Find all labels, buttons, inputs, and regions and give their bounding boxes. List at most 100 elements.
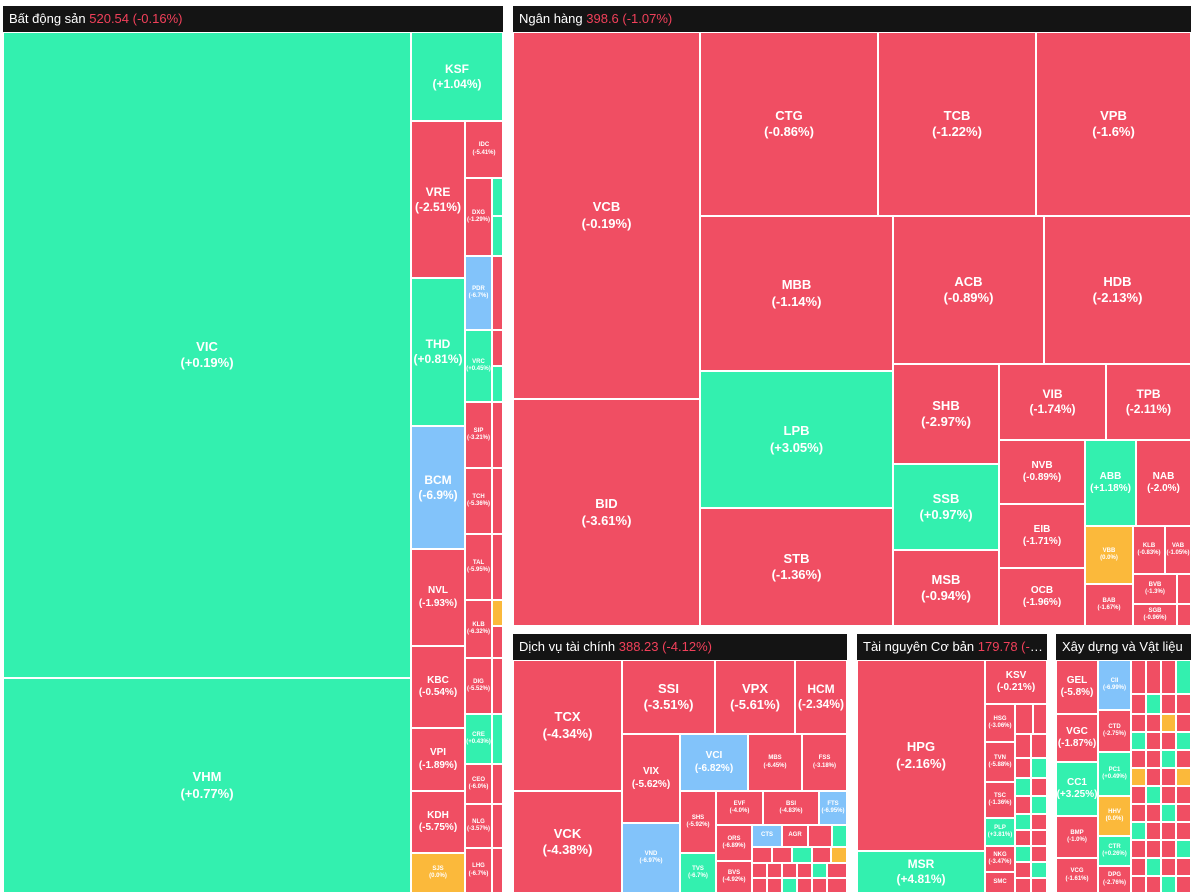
stock-tile[interactable]: VCK (-4.38%): [513, 791, 622, 893]
stock-tile[interactable]: PC1 (+0.49%): [1098, 752, 1131, 796]
stock-tile[interactable]: KSF (+1.04%): [411, 32, 503, 121]
stock-tile[interactable]: [1146, 732, 1161, 750]
stock-tile[interactable]: [782, 878, 797, 893]
stock-tile[interactable]: BID (-3.61%): [513, 399, 700, 626]
stock-tile[interactable]: BVS (-4.92%): [716, 861, 752, 893]
stock-tile[interactable]: MSR (+4.81%): [857, 851, 985, 893]
stock-tile[interactable]: [1131, 840, 1146, 858]
stock-tile[interactable]: [772, 847, 792, 863]
stock-tile[interactable]: [832, 825, 847, 847]
stock-tile[interactable]: [808, 825, 832, 847]
sector-header[interactable]: Xây dựng và Vật liệu: [1056, 634, 1191, 660]
stock-tile[interactable]: [1131, 714, 1146, 732]
stock-tile[interactable]: [1176, 660, 1191, 694]
stock-tile[interactable]: [1176, 876, 1191, 893]
sector-header[interactable]: Tài nguyên Cơ bản 179.78 (-2.15%): [857, 634, 1047, 660]
stock-tile[interactable]: [1146, 750, 1161, 768]
stock-tile[interactable]: NKG (-3.47%): [985, 846, 1015, 872]
stock-tile[interactable]: [1161, 660, 1176, 694]
stock-tile[interactable]: [1176, 694, 1191, 714]
stock-tile[interactable]: IDC (-5.41%): [465, 121, 503, 178]
stock-tile[interactable]: TAL (-5.95%): [465, 534, 492, 600]
stock-tile[interactable]: MSB (-0.94%): [893, 550, 999, 626]
stock-tile[interactable]: [1161, 858, 1176, 876]
stock-tile[interactable]: [1131, 804, 1146, 822]
stock-tile[interactable]: [492, 658, 503, 714]
stock-tile[interactable]: [1176, 840, 1191, 858]
stock-tile[interactable]: CRE (+0.43%): [465, 714, 492, 764]
stock-tile[interactable]: [812, 847, 831, 863]
stock-tile[interactable]: VPX (-5.61%): [715, 660, 795, 734]
stock-tile[interactable]: [1131, 694, 1146, 714]
stock-tile[interactable]: VBB (0.0%): [1085, 526, 1133, 584]
stock-tile[interactable]: ACB (-0.89%): [893, 216, 1044, 364]
stock-tile[interactable]: CEO (-6.0%): [465, 764, 492, 804]
stock-tile[interactable]: KDH (-5.75%): [411, 791, 465, 853]
stock-tile[interactable]: BSI (-4.83%): [763, 791, 819, 825]
stock-tile[interactable]: [492, 330, 503, 366]
stock-tile[interactable]: VHM (+0.77%): [3, 678, 411, 893]
stock-tile[interactable]: [1131, 876, 1146, 893]
stock-tile[interactable]: HHV (0.0%): [1098, 796, 1131, 836]
stock-tile[interactable]: [1015, 796, 1031, 814]
stock-tile[interactable]: SJS (0.0%): [411, 853, 465, 893]
stock-tile[interactable]: [492, 600, 503, 626]
stock-tile[interactable]: SHB (-2.97%): [893, 364, 999, 464]
stock-tile[interactable]: [492, 848, 503, 893]
stock-tile[interactable]: VPB (-1.6%): [1036, 32, 1191, 216]
stock-tile[interactable]: [827, 878, 847, 893]
stock-tile[interactable]: SHS (-5.92%): [680, 791, 716, 853]
stock-tile[interactable]: KLB (-6.32%): [465, 600, 492, 658]
stock-tile[interactable]: [1131, 822, 1146, 840]
stock-tile[interactable]: DXG (-1.29%): [465, 178, 492, 256]
stock-tile[interactable]: TVS (-6.7%): [680, 853, 716, 893]
stock-tile[interactable]: [1161, 804, 1176, 822]
stock-tile[interactable]: [1176, 786, 1191, 804]
stock-tile[interactable]: [1031, 796, 1047, 814]
stock-tile[interactable]: [1146, 804, 1161, 822]
stock-tile[interactable]: [1146, 694, 1161, 714]
stock-tile[interactable]: VIC (+0.19%): [3, 32, 411, 678]
stock-tile[interactable]: [492, 178, 503, 216]
stock-tile[interactable]: [1161, 876, 1176, 893]
stock-tile[interactable]: THD (+0.81%): [411, 278, 465, 426]
stock-tile[interactable]: PLP (+3.81%): [985, 818, 1015, 846]
stock-tile[interactable]: [1031, 814, 1047, 830]
stock-tile[interactable]: BAB (-1.67%): [1085, 584, 1133, 626]
stock-tile[interactable]: [1146, 660, 1161, 694]
stock-tile[interactable]: EVF (-4.0%): [716, 791, 763, 825]
stock-tile[interactable]: HSG (-3.06%): [985, 704, 1015, 742]
stock-tile[interactable]: VIX (-5.62%): [622, 734, 680, 823]
stock-tile[interactable]: HPG (-2.16%): [857, 660, 985, 851]
stock-tile[interactable]: [827, 863, 847, 878]
stock-tile[interactable]: [1015, 846, 1031, 862]
stock-tile[interactable]: [1131, 732, 1146, 750]
stock-tile[interactable]: [1015, 878, 1031, 893]
stock-tile[interactable]: CC1 (+3.25%): [1056, 762, 1098, 816]
stock-tile[interactable]: [1177, 574, 1191, 604]
stock-tile[interactable]: FTS (-6.95%): [819, 791, 847, 825]
stock-tile[interactable]: CII (-6.99%): [1098, 660, 1131, 710]
stock-tile[interactable]: VRE (-2.51%): [411, 121, 465, 278]
stock-tile[interactable]: [767, 878, 782, 893]
stock-tile[interactable]: BVB (-1.3%): [1133, 574, 1177, 604]
stock-tile[interactable]: [1015, 758, 1031, 778]
stock-tile[interactable]: [492, 804, 503, 848]
stock-tile[interactable]: [492, 626, 503, 658]
stock-tile[interactable]: NLG (-3.57%): [465, 804, 492, 848]
stock-tile[interactable]: BCM (-6.9%): [411, 426, 465, 549]
stock-tile[interactable]: SMC: [985, 872, 1015, 893]
stock-tile[interactable]: CTS: [752, 825, 782, 847]
stock-tile[interactable]: CTD (-2.75%): [1098, 710, 1131, 752]
stock-tile[interactable]: GEL (-5.8%): [1056, 660, 1098, 714]
stock-tile[interactable]: [831, 847, 847, 863]
stock-tile[interactable]: [492, 216, 503, 256]
stock-tile[interactable]: [797, 878, 812, 893]
stock-tile[interactable]: [1015, 704, 1033, 734]
stock-tile[interactable]: CTR (+0.26%): [1098, 836, 1131, 866]
stock-tile[interactable]: VPI (-1.89%): [411, 728, 465, 791]
stock-tile[interactable]: [752, 878, 767, 893]
stock-tile[interactable]: [1131, 858, 1146, 876]
stock-tile[interactable]: [1176, 822, 1191, 840]
stock-tile[interactable]: ORS (-6.89%): [716, 825, 752, 861]
